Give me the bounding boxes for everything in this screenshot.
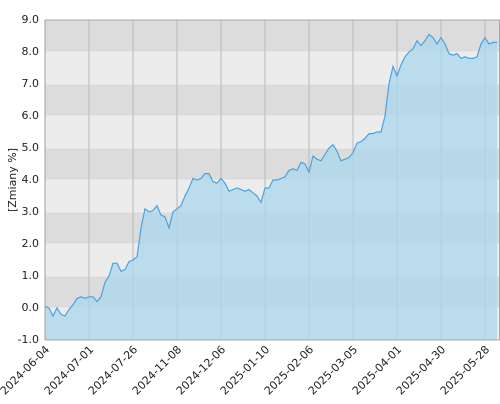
- y-tick-label: -1.0: [18, 333, 39, 346]
- y-tick-label: 5.0: [22, 141, 40, 154]
- y-tick-label: 2.0: [22, 237, 40, 250]
- area: [45, 34, 497, 341]
- y-tick-label: 9.0: [22, 13, 40, 26]
- y-axis-label: [Zmiany %]: [6, 148, 19, 212]
- y-tick-label: 0.0: [22, 301, 40, 314]
- y-tick-label: 8.0: [22, 45, 40, 58]
- y-tick-label: 3.0: [22, 205, 40, 218]
- y-tick-label: 7.0: [22, 77, 40, 90]
- line: [44, 33, 497, 318]
- y-tick-label: 6.0: [22, 109, 40, 122]
- y-tick-label: 1.0: [22, 269, 40, 282]
- y-tick-label: 4.0: [22, 173, 40, 186]
